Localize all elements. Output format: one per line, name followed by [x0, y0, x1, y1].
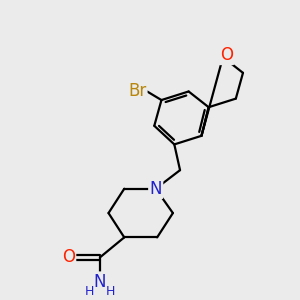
- Text: N: N: [94, 273, 106, 291]
- Text: H: H: [84, 285, 94, 298]
- Text: O: O: [62, 248, 75, 266]
- Text: N: N: [149, 180, 162, 198]
- Text: H: H: [106, 285, 116, 298]
- Text: O: O: [220, 46, 233, 64]
- Text: Br: Br: [128, 82, 146, 100]
